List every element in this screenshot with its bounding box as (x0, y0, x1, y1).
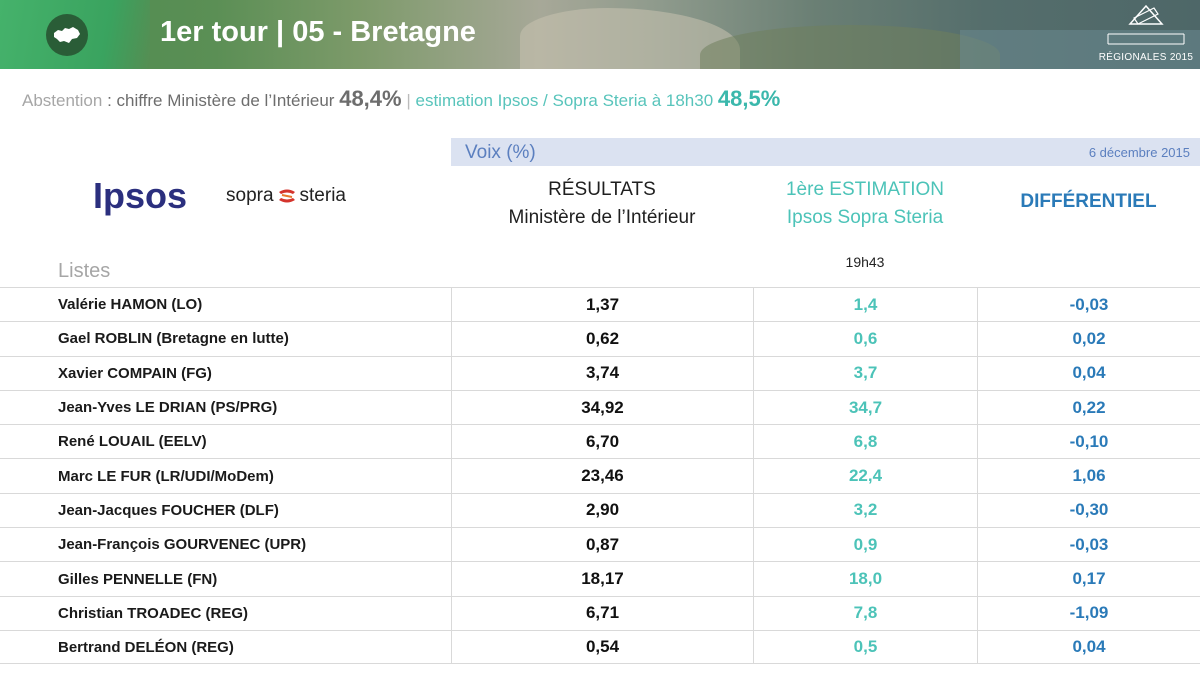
results-heading: RÉSULTATS (548, 179, 656, 200)
abstention-divider: | (406, 91, 411, 110)
result-value: 0,54 (451, 630, 753, 664)
estimate-value: 18,0 (753, 562, 977, 596)
page-title: 1er tour | 05 - Bretagne (160, 16, 476, 48)
lists-label: Listes (58, 260, 111, 282)
differential-value: 0,02 (977, 322, 1200, 356)
result-value: 0,62 (451, 322, 753, 356)
result-value: 1,37 (451, 288, 753, 322)
table-row: Gael ROBLIN (Bretagne en lutte) 0,62 0,6 0,… (0, 321, 1200, 356)
differential-value: 0,04 (977, 356, 1200, 390)
differential-value: 0,22 (977, 390, 1200, 425)
voix-date: 6 décembre 2015 (1088, 145, 1190, 160)
differential-value: -0,30 (977, 493, 1200, 528)
candidate-name: René LOUAIL (EELV) (58, 433, 207, 451)
header-photo-sea (960, 30, 1200, 69)
abstention-line: Abstention : chiffre Ministère de l’Inté… (22, 86, 780, 112)
estimate-value: 22,4 (753, 459, 977, 493)
table-row: Jean-Yves LE DRIAN (PS/PRG) 34,92 34,7 0,22 (0, 389, 1200, 425)
table-row: Marc LE FUR (LR/UDI/MoDem) 23,46 22,4 1,06 (0, 458, 1200, 493)
estimate-value: 3,7 (753, 356, 977, 390)
estimate-value: 34,7 (753, 390, 977, 425)
table-row: Bertrand DELÉON (REG) 0,54 0,5 0,04 (0, 629, 1200, 665)
estimate-value: 0,6 (753, 322, 977, 356)
results-subheading: Ministère de l’Intérieur (508, 207, 696, 228)
table-row: Xavier COMPAIN (FG) 3,74 3,7 0,04 (0, 355, 1200, 390)
result-value: 18,17 (451, 562, 753, 596)
sopra-steria-mark-icon (278, 189, 295, 203)
candidate-name: Gilles PENNELLE (FN) (58, 570, 218, 588)
result-value: 23,46 (451, 459, 753, 493)
estimate-value: 3,2 (753, 493, 977, 528)
differential-value: -1,09 (977, 596, 1200, 630)
estimate-subheading: Ipsos Sopra Steria (786, 207, 944, 228)
candidate-name: Xavier COMPAIN (FG) (58, 364, 212, 382)
estimate-heading: 1ère ESTIMATION (785, 179, 944, 200)
steria-logo-text: steria (299, 185, 346, 206)
differential-value: 1,06 (977, 459, 1200, 493)
abstention-value-ministry: 48,4% (339, 86, 402, 111)
abstention-label: Abstention (22, 91, 103, 110)
estimate-value: 6,8 (753, 425, 977, 459)
regionales-label: RÉGIONALES 2015 (1098, 52, 1194, 63)
table-row: Gilles PENNELLE (FN) 18,17 18,0 0,17 (0, 561, 1200, 596)
estimate-value: 0,9 (753, 528, 977, 562)
ipsos-logo: Ipsos (93, 175, 188, 216)
result-value: 0,87 (451, 528, 753, 562)
estimate-value: 1,4 (753, 288, 977, 322)
ballot-box-icon (1107, 4, 1185, 45)
voix-label: Voix (%) (465, 142, 536, 163)
column-header-estimate: 1ère ESTIMATION Ipsos Sopra Steria (754, 176, 976, 232)
candidate-name: Christian TROADEC (REG) (58, 604, 249, 622)
bretagne-map-icon (46, 14, 88, 56)
result-value: 6,70 (451, 425, 753, 459)
candidate-name: Marc LE FUR (LR/UDI/MoDem) (58, 467, 274, 485)
column-header-differential: DIFFÉRENTIEL (1020, 191, 1157, 212)
estimate-value: 0,5 (753, 630, 977, 664)
result-value: 2,90 (451, 493, 753, 528)
candidate-name: Jean-Yves LE DRIAN (PS/PRG) (58, 399, 278, 417)
differential-value: -0,10 (977, 425, 1200, 459)
table-row: Christian TROADEC (REG) 6,71 7,8 -1,09 (0, 595, 1200, 630)
differential-value: -0,03 (977, 288, 1200, 322)
differential-value: 0,04 (977, 630, 1200, 664)
abstention-separator: : (102, 91, 117, 110)
differential-value: -0,03 (977, 528, 1200, 562)
abstention-source-ipsos: estimation Ipsos / Sopra Steria à 18h30 (415, 91, 714, 110)
header-banner: 1er tour | 05 - Bretagne RÉGIONALES 2015 (0, 0, 1200, 69)
result-value: 3,74 (451, 356, 753, 390)
sopra-logo-text: sopra (226, 185, 274, 206)
column-header-results: RÉSULTATS Ministère de l’Intérieur (452, 176, 752, 232)
candidate-name: Jean-Jacques FOUCHER (DLF) (58, 501, 279, 519)
sopra-steria-logo: sopra steria (226, 185, 346, 207)
candidate-name: Jean-François GOURVENEC (UPR) (58, 536, 307, 554)
candidate-name: Gael ROBLIN (Bretagne en lutte) (58, 330, 289, 348)
table-row: Jean-Jacques FOUCHER (DLF) 2,90 3,2 -0,30 (0, 492, 1200, 528)
table-row: René LOUAIL (EELV) 6,70 6,8 -0,10 (0, 424, 1200, 459)
voix-header-bar: Voix (%) 6 décembre 2015 (451, 138, 1200, 166)
candidate-name: Bertrand DELÉON (REG) (58, 638, 234, 656)
header-photo-hill (700, 25, 1000, 69)
estimate-value: 7,8 (753, 596, 977, 630)
result-value: 34,92 (451, 390, 753, 425)
abstention-value-ipsos: 48,5% (717, 86, 781, 111)
differential-value: 0,17 (977, 562, 1200, 596)
abstention-source-ministry: chiffre Ministère de l’Intérieur (116, 91, 335, 110)
table-row: Jean-François GOURVENEC (UPR) 0,87 0,9 -0,0… (0, 527, 1200, 562)
results-table: Valérie HAMON (LO) 1,37 1,4 -0,03 Gael ROBLI… (0, 287, 1200, 665)
regionales-logo: RÉGIONALES 2015 (1096, 4, 1196, 66)
result-value: 6,71 (451, 596, 753, 630)
candidate-name: Valérie HAMON (LO) (58, 296, 203, 314)
estimate-time: 19h43 (845, 254, 885, 270)
table-row: Valérie HAMON (LO) 1,37 1,4 -0,03 (0, 287, 1200, 322)
